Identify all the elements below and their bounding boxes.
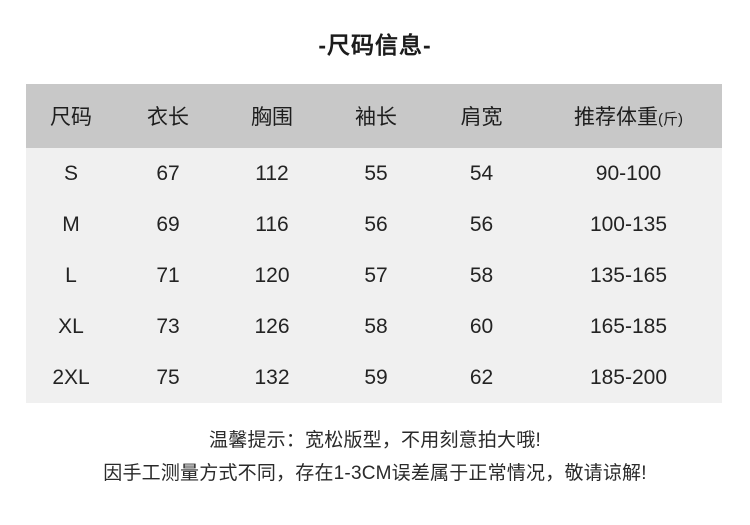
column-header-size: 尺码 bbox=[50, 106, 92, 129]
cell-sleeve: 55 bbox=[364, 161, 388, 185]
cell-sleeve: 56 bbox=[364, 212, 388, 236]
cell-weight: 165-185 bbox=[589, 314, 668, 338]
cell-bust: 132 bbox=[254, 365, 290, 389]
table-header-row: 尺码 衣长 胸围 袖长 肩宽 推荐体重(斤) bbox=[26, 84, 722, 148]
cell-length: 73 bbox=[156, 314, 180, 338]
cell-length: 71 bbox=[156, 263, 180, 287]
cell-sleeve: 59 bbox=[364, 365, 388, 389]
table-row: M 69 116 56 56 100-135 bbox=[26, 199, 722, 250]
table-body: S 67 112 55 54 90-100 M 69 116 56 56 100… bbox=[26, 148, 722, 403]
column-header-length: 衣长 bbox=[147, 106, 189, 129]
column-header-shoulder: 肩宽 bbox=[460, 106, 503, 129]
cell-bust: 116 bbox=[255, 212, 289, 236]
column-header-weight: 推荐体重(斤) bbox=[535, 84, 722, 148]
footer-notes: 温馨提示：宽松版型，不用刻意拍大哦! 因手工测量方式不同，存在1-3CM误差属于… bbox=[0, 424, 750, 490]
cell-sleeve: 58 bbox=[364, 314, 388, 338]
column-header-weight-label: 推荐体重 bbox=[574, 106, 658, 129]
cell-bust: 112 bbox=[255, 161, 289, 185]
cell-shoulder: 56 bbox=[469, 212, 494, 236]
cell-size: XL bbox=[58, 314, 84, 338]
cell-shoulder: 54 bbox=[469, 161, 494, 185]
cell-shoulder: 60 bbox=[469, 314, 494, 338]
cell-length: 75 bbox=[156, 365, 180, 389]
column-header-bust: 胸围 bbox=[251, 106, 293, 129]
cell-weight: 100-135 bbox=[589, 212, 668, 236]
cell-size: M bbox=[62, 212, 80, 236]
cell-sleeve: 57 bbox=[364, 263, 388, 287]
cell-size: S bbox=[63, 161, 78, 185]
table-header: 尺码 衣长 胸围 袖长 肩宽 推荐体重(斤) bbox=[26, 84, 722, 148]
cell-size: L bbox=[65, 263, 77, 287]
cell-bust: 126 bbox=[254, 314, 290, 338]
page-title: -尺码信息- bbox=[318, 32, 432, 58]
cell-weight: 90-100 bbox=[595, 161, 662, 185]
cell-bust: 120 bbox=[254, 263, 290, 287]
table-row: S 67 112 55 54 90-100 bbox=[26, 148, 722, 199]
cell-shoulder: 58 bbox=[469, 263, 494, 287]
column-header-sleeve: 袖长 bbox=[355, 106, 397, 129]
note-fit-tip: 温馨提示：宽松版型，不用刻意拍大哦! bbox=[209, 430, 541, 451]
note-measurement-tolerance: 因手工测量方式不同，存在1-3CM误差属于正常情况，敬请谅解! bbox=[103, 463, 647, 484]
size-information-table: 尺码 衣长 胸围 袖长 肩宽 推荐体重(斤) S 67 112 55 54 90… bbox=[26, 84, 722, 403]
column-header-weight-unit: (斤) bbox=[658, 111, 683, 128]
table-row: L 71 120 57 58 135-165 bbox=[26, 250, 722, 301]
cell-length: 67 bbox=[156, 161, 180, 185]
table-row: 2XL 75 132 59 62 185-200 bbox=[26, 352, 722, 403]
table-row: XL 73 126 58 60 165-185 bbox=[26, 301, 722, 352]
cell-size: 2XL bbox=[52, 365, 90, 389]
cell-weight: 135-165 bbox=[589, 263, 668, 287]
cell-length: 69 bbox=[156, 212, 180, 236]
cell-shoulder: 62 bbox=[469, 365, 494, 389]
cell-weight: 185-200 bbox=[589, 365, 668, 389]
